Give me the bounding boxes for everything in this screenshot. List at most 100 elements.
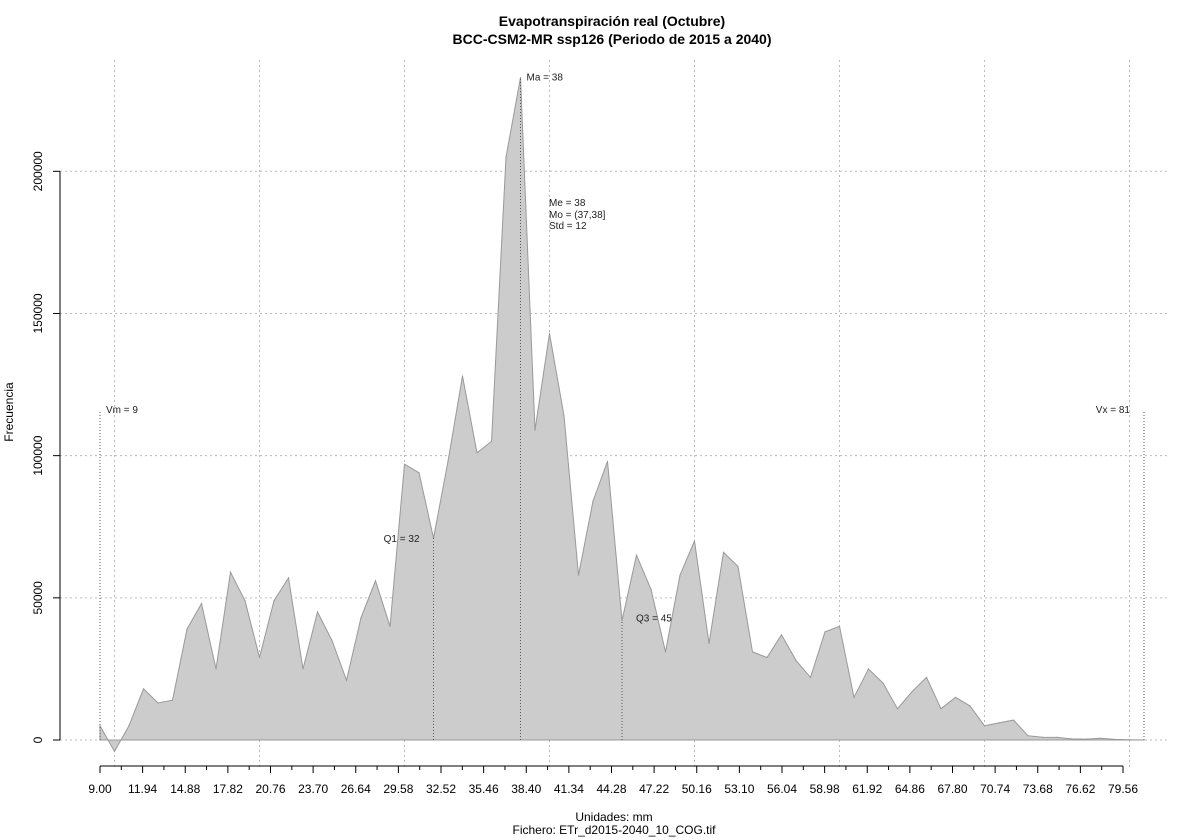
data-point-66 [1056, 736, 1058, 739]
x-tick-label-22: 73.68 [1023, 782, 1053, 796]
data-point-45 [751, 651, 754, 653]
data-point-35 [606, 460, 609, 462]
x-tick-label-2: 14.88 [170, 782, 200, 796]
y-tick-label-1: 50000 [31, 581, 45, 615]
data-point-4 [157, 702, 159, 704]
data-point-18 [360, 617, 362, 619]
data-point-44 [737, 565, 739, 568]
data-point-20 [389, 625, 391, 627]
x-tick-label-23: 76.62 [1065, 782, 1095, 796]
y-axis: 0 50000 100000 150000 200000 [31, 151, 61, 743]
data-point-43 [722, 551, 725, 553]
data-point-49 [809, 676, 812, 679]
data-point-57 [925, 676, 928, 679]
data-point-65 [1041, 736, 1044, 738]
x-tick-label-13: 47.22 [639, 782, 669, 796]
area-layer [99, 76, 1145, 753]
stat-median: Me = 38 [549, 198, 586, 209]
data-point-67 [1070, 738, 1073, 740]
data-point-60 [969, 705, 971, 707]
data-point-22 [418, 472, 420, 474]
data-point-62 [998, 722, 1000, 724]
y-axis-label: Frecuencia [2, 382, 16, 442]
data-point-1 [113, 750, 116, 753]
data-point-13 [287, 577, 290, 579]
data-point-54 [882, 682, 884, 684]
data-point-26 [476, 452, 478, 454]
data-point-30 [534, 429, 536, 431]
x-tick-label-8: 32.52 [426, 782, 456, 796]
x-tick-label-14: 50.16 [682, 782, 712, 796]
data-point-31 [548, 332, 551, 334]
data-point-21 [403, 463, 406, 465]
data-point-36 [621, 620, 623, 622]
marker-label-q1: Q1 = 32 [384, 534, 420, 545]
data-point-10 [244, 600, 246, 602]
x-tick-label-3: 17.82 [213, 782, 243, 796]
x-tick-label-0: 9.00 [88, 782, 112, 796]
data-point-0 [99, 725, 101, 727]
x-tick-label-19: 64.86 [895, 782, 925, 796]
data-point-69 [1099, 737, 1102, 739]
x-tick-label-1: 11.94 [128, 782, 157, 796]
x-tick-label-6: 26.64 [341, 782, 371, 796]
data-point-39 [664, 651, 667, 653]
x-tick-label-9: 35.46 [469, 782, 499, 796]
stats-block: Me = 38 Mo = (37,38] Std = 12 [549, 198, 606, 232]
data-point-5 [171, 699, 174, 701]
data-point-63 [1012, 719, 1015, 721]
x-tick-label-17: 58.98 [810, 782, 840, 796]
data-point-71 [1128, 739, 1131, 741]
data-point-33 [577, 574, 580, 576]
marker-label-vx: Vx = 81 [1096, 405, 1131, 416]
x-tick-label-7: 29.58 [383, 782, 413, 796]
data-point-28 [505, 156, 507, 158]
data-point-9 [229, 571, 232, 573]
data-point-29 [519, 76, 522, 79]
x-tick-label-11: 41.34 [554, 782, 584, 796]
x-tick-label-5: 23.70 [298, 782, 328, 796]
data-point-3 [142, 688, 145, 690]
data-point-42 [708, 642, 710, 644]
marker-layer: Vm = 9 Q1 = 32 Ma = 38 Q3 = 45 Vx = 81 [99, 72, 1145, 740]
x-tick-label-20: 67.80 [937, 782, 967, 796]
data-point-46 [766, 656, 768, 659]
data-point-14 [302, 668, 304, 670]
data-point-2 [128, 725, 130, 727]
y-tick-label-3: 150000 [31, 293, 45, 333]
data-point-27 [490, 440, 493, 442]
data-point-48 [795, 659, 797, 662]
x-tick-label-10: 38.40 [511, 782, 541, 796]
data-point-64 [1027, 735, 1029, 737]
data-point-58 [940, 708, 942, 710]
x-axis-label: Unidades: mm [575, 810, 652, 824]
data-point-38 [650, 588, 652, 590]
marker-label-ma: Ma = 38 [527, 72, 564, 83]
data-point-47 [780, 634, 783, 636]
data-point-51 [838, 625, 841, 627]
data-point-17 [345, 679, 348, 681]
data-point-68 [1085, 738, 1087, 740]
x-axis: 9.00 11.94 14.88 17.82 20.76 23.70 26.64 29.58 3… [88, 765, 1138, 796]
data-point-8 [215, 668, 217, 670]
marker-label-q3: Q3 = 45 [636, 614, 672, 625]
data-point-11 [258, 656, 261, 659]
data-point-16 [331, 639, 333, 642]
data-point-7 [200, 602, 203, 605]
data-point-24 [447, 460, 449, 462]
data-point-55 [896, 708, 899, 710]
data-point-53 [867, 668, 870, 670]
data-point-50 [824, 631, 826, 633]
data-point-12 [273, 600, 275, 602]
x-tick-label-18: 61.92 [852, 782, 882, 796]
x-tick-label-21: 70.74 [980, 782, 1010, 796]
data-point-25 [461, 375, 464, 377]
data-point-41 [693, 540, 696, 542]
data-point-61 [983, 725, 986, 727]
data-point-34 [592, 500, 594, 502]
stat-mode: Mo = (37,38] [549, 210, 606, 221]
marker-label-vm: Vm = 9 [106, 405, 138, 416]
x-tick-label-16: 56.04 [767, 782, 797, 796]
data-point-15 [316, 611, 319, 613]
